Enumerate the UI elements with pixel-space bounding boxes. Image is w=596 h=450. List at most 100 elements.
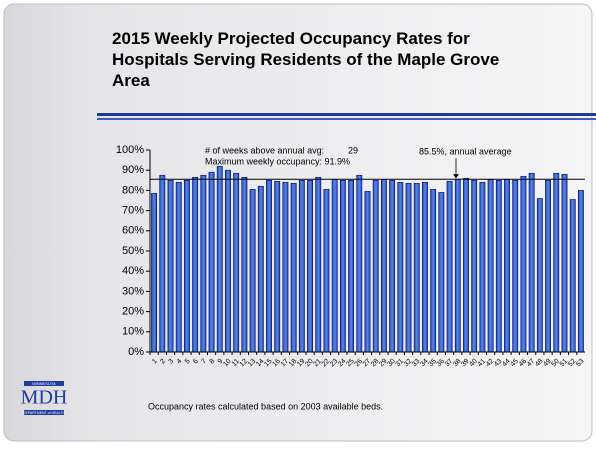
x-tick-label: 24 [337, 358, 348, 369]
x-tick-label: 4 [176, 358, 184, 366]
bar [216, 166, 223, 353]
bar [331, 178, 338, 353]
bar [315, 176, 322, 353]
x-tick-label: 30 [386, 358, 397, 369]
bar [536, 198, 543, 353]
bar [512, 180, 519, 353]
bar [307, 180, 313, 353]
y-tick-label: 30% [122, 285, 144, 297]
x-tick-label: 43 [493, 358, 504, 369]
bar [504, 178, 510, 353]
bar [184, 180, 190, 353]
x-tick-label: 3 [168, 358, 176, 366]
x-tick-label: 1 [151, 358, 159, 366]
y-tick-label: 100% [116, 144, 144, 156]
bar [553, 172, 560, 353]
bar [282, 182, 289, 353]
bar [167, 180, 174, 353]
x-tick-label: 29 [378, 358, 389, 369]
y-tick-label: 70% [122, 205, 144, 217]
x-tick-label: 16 [271, 358, 282, 369]
bar [528, 172, 535, 353]
bar [290, 183, 297, 353]
bar [454, 178, 461, 353]
logo-main: MDH [21, 387, 68, 409]
x-tick-label: 22 [321, 358, 332, 369]
bar [298, 180, 305, 353]
x-tick-label: 31 [395, 358, 406, 369]
x-tick-label: 35 [427, 358, 438, 369]
bar [495, 180, 502, 353]
y-tick-label: 0% [128, 346, 144, 358]
x-tick-label: 7 [200, 358, 208, 366]
bar [274, 181, 281, 353]
bar [446, 181, 453, 353]
x-tick-label: 23 [329, 358, 340, 369]
bar [389, 180, 396, 353]
y-tick-label: 60% [122, 225, 144, 237]
bar [151, 193, 158, 353]
x-tick-label: 32 [403, 358, 414, 369]
bar [159, 174, 166, 353]
bar [200, 174, 207, 353]
annotation: # of weeks above annual avg: [205, 145, 324, 155]
x-tick-label: 52 [567, 358, 578, 369]
x-tick-label: 41 [477, 358, 488, 369]
x-tick-label: 15 [263, 358, 274, 369]
chart-title: 2015 Weekly Projected Occupancy Rates fo… [112, 29, 499, 90]
x-tick-label: 40 [468, 358, 479, 369]
bar [323, 189, 330, 353]
bar [397, 182, 404, 353]
bar [561, 173, 568, 353]
x-tick-label: 45 [509, 358, 520, 369]
bar [413, 183, 420, 353]
x-tick-label: 48 [534, 358, 545, 369]
bar [471, 180, 478, 353]
rule [97, 118, 596, 120]
logo: MINNESOTA MDH DEPARTMENT of HEALTH [21, 381, 68, 415]
x-tick-label: 51 [559, 358, 570, 369]
footnote: Occupancy rates calculated based on 2003… [148, 401, 383, 411]
x-tick-label: 25 [345, 358, 356, 369]
x-tick-label: 5 [184, 358, 192, 366]
bar [569, 199, 576, 353]
x-tick-label: 28 [370, 358, 381, 369]
x-tick-label: 34 [419, 358, 430, 369]
y-tick-label: 80% [122, 184, 144, 196]
annotation: Maximum weekly occupancy: 91.9% [205, 156, 350, 166]
x-tick-label: 19 [296, 358, 307, 369]
x-tick-label: 37 [444, 358, 455, 369]
logo-bar [24, 410, 64, 415]
x-tick-label: 38 [452, 358, 463, 369]
bar [577, 190, 584, 353]
slide-frame [3, 3, 593, 442]
bar [192, 176, 199, 353]
y-tick-label: 10% [122, 326, 144, 338]
x-tick-label: 26 [354, 358, 365, 369]
bar [545, 180, 551, 353]
bar [249, 189, 256, 353]
x-tick-label: 10 [222, 358, 233, 369]
x-tick-label: 14 [255, 358, 266, 369]
bar [348, 180, 355, 353]
annotation-arrowhead [453, 174, 459, 179]
x-tick-label: 39 [460, 358, 471, 369]
x-tick-label: 21 [313, 358, 324, 369]
annotation: 85.5%, annual average [419, 146, 512, 156]
x-tick-label: 42 [485, 358, 496, 369]
x-tick-label: 53 [575, 358, 586, 369]
logo-bottom: DEPARTMENT of HEALTH [23, 411, 66, 415]
bar [233, 172, 240, 353]
bar [422, 182, 428, 353]
bar [372, 180, 379, 353]
x-tick-label: 33 [411, 358, 422, 369]
x-tick-label: 12 [239, 358, 250, 369]
y-tick-label: 50% [122, 245, 144, 257]
x-tick-label: 9 [217, 358, 225, 366]
bar [257, 186, 264, 353]
logo-top: MINNESOTA [32, 381, 56, 386]
x-tick-label: 44 [501, 358, 512, 369]
y-tick-label: 20% [122, 306, 144, 318]
x-tick-label: 46 [518, 358, 529, 369]
